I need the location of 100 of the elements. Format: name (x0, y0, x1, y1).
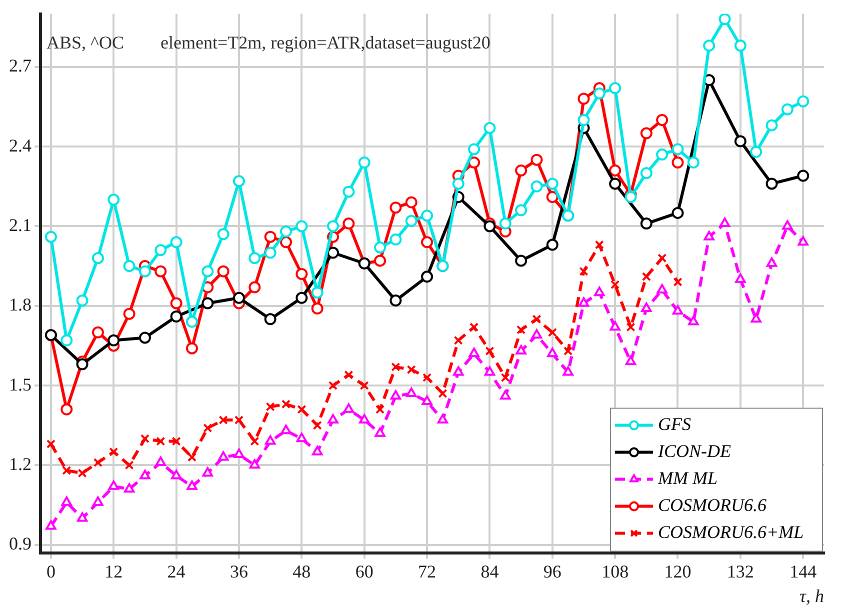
point (515, 204, 528, 216)
point (138, 265, 151, 278)
point (687, 156, 700, 168)
point (516, 345, 526, 355)
legend-label: GFS (658, 414, 691, 434)
point (546, 191, 558, 204)
point (280, 424, 292, 434)
point (264, 313, 276, 326)
point (750, 313, 762, 323)
point (170, 297, 182, 310)
point (406, 387, 417, 397)
point (108, 480, 119, 490)
point (406, 365, 416, 374)
point (217, 265, 230, 278)
point (358, 156, 370, 168)
point (625, 356, 636, 366)
point (530, 180, 543, 192)
point (626, 322, 636, 332)
point (624, 191, 637, 204)
point (798, 236, 808, 246)
point (93, 458, 102, 468)
point (186, 480, 198, 490)
point (734, 40, 746, 52)
point (437, 414, 448, 424)
point (170, 310, 182, 322)
x-tick-label: 108 (602, 561, 629, 582)
point (140, 470, 150, 480)
point (390, 202, 402, 214)
point (735, 273, 746, 283)
point (547, 348, 558, 358)
point (124, 460, 134, 470)
point (688, 316, 699, 326)
point (452, 178, 464, 190)
point (46, 520, 56, 530)
point (170, 470, 182, 480)
point (454, 336, 463, 345)
point (202, 265, 214, 278)
point (468, 348, 480, 358)
point (719, 218, 730, 228)
point (328, 414, 338, 424)
point (44, 230, 57, 243)
point (610, 280, 620, 290)
point (390, 294, 402, 307)
point (579, 266, 588, 276)
point (124, 483, 135, 493)
point (546, 238, 558, 251)
point (202, 297, 214, 310)
point (203, 423, 212, 433)
point (249, 459, 260, 469)
x-tick-label: 12 (104, 561, 123, 582)
point (470, 322, 479, 332)
point (218, 416, 228, 425)
point (405, 214, 418, 227)
point (453, 366, 464, 376)
x-tick-label: 72 (418, 561, 436, 582)
point (218, 451, 229, 461)
point (641, 302, 652, 312)
point (234, 416, 244, 425)
point (485, 346, 494, 356)
point (530, 154, 543, 166)
point (374, 427, 386, 437)
point (672, 305, 684, 315)
point (281, 400, 291, 409)
point (609, 164, 622, 176)
point (422, 395, 432, 405)
point (656, 148, 668, 161)
point (46, 439, 56, 448)
point (515, 164, 528, 176)
text: element=T2m, region=ATR,dataset=august20 (160, 32, 490, 53)
point (155, 456, 166, 466)
point (342, 186, 355, 198)
point (640, 218, 652, 230)
point (672, 143, 684, 156)
point (391, 362, 400, 372)
point (342, 218, 355, 230)
point (405, 196, 418, 208)
legend-label: MM ML (657, 468, 718, 488)
point (640, 167, 652, 180)
point (484, 366, 496, 376)
x-tick-label: 36 (230, 561, 248, 582)
point (297, 404, 306, 414)
point (296, 220, 308, 232)
x-tick-label: 96 (543, 561, 562, 582)
point (123, 260, 136, 272)
point (76, 358, 88, 370)
point (217, 228, 230, 240)
point (109, 447, 118, 456)
point (672, 206, 684, 219)
legend-label: COSMORU6.6+ML (658, 522, 804, 542)
point (172, 436, 181, 446)
point (186, 316, 198, 328)
point (516, 325, 526, 334)
point (609, 82, 622, 94)
y-tick-label: 1.2 (9, 454, 32, 474)
point (359, 414, 370, 424)
point (484, 220, 496, 232)
point (390, 233, 402, 246)
point (704, 230, 714, 240)
point (421, 210, 434, 222)
point (548, 328, 557, 337)
